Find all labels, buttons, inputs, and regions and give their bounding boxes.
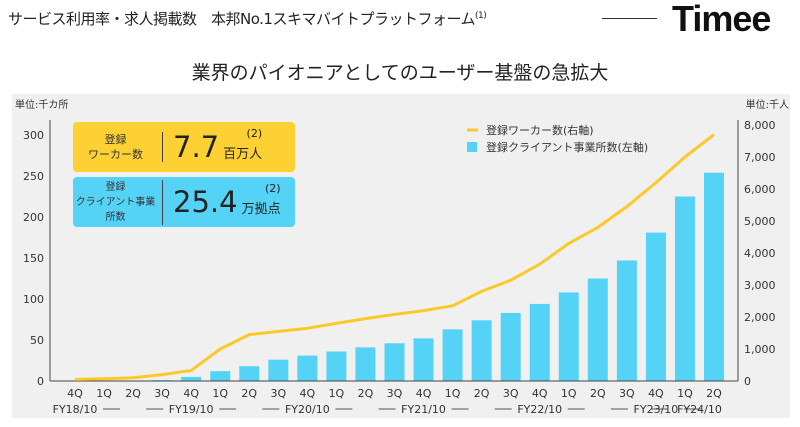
header-divider	[602, 18, 657, 19]
kpi-value: 7.7	[173, 130, 220, 164]
x-tick-label: 2Q	[358, 387, 374, 400]
left-tick-label: 200	[23, 211, 44, 224]
right-tick-label: 2,000	[744, 311, 776, 324]
x-tick-label: 4Q	[183, 387, 199, 400]
bar	[268, 359, 289, 381]
x-tick-label: 3Q	[154, 387, 170, 400]
x-tick-label: 1Q	[212, 387, 228, 400]
kpi-value: 25.4	[173, 185, 238, 219]
left-tick-label: 150	[23, 252, 44, 265]
x-tick-label: 3Q	[270, 387, 286, 400]
bar	[500, 312, 521, 381]
bar	[616, 260, 637, 381]
x-tick-label: 2Q	[474, 387, 490, 400]
x-tick-label: 1Q	[329, 387, 345, 400]
fiscal-year-label: FY20/10	[285, 403, 330, 416]
x-tick-label: 1Q	[677, 387, 693, 400]
fiscal-year-label: FY19/10	[169, 403, 214, 416]
bar	[297, 355, 318, 381]
right-tick-label: 8,000	[744, 119, 776, 132]
left-tick-label: 0	[37, 375, 44, 388]
bar	[704, 172, 724, 381]
right-tick-label: 3,000	[744, 279, 776, 292]
bar	[587, 278, 608, 381]
x-tick-label: 2Q	[590, 387, 606, 400]
header-text: サービス利用率・求人掲載数 本邦No.1スキマバイトプラットフォーム(1)	[8, 10, 487, 28]
bar	[645, 232, 666, 381]
legend-clients: 登録クライアント事業所数(左軸)	[486, 140, 648, 154]
bar	[355, 347, 376, 381]
left-tick-label: 300	[23, 129, 44, 142]
right-tick-label: 6,000	[744, 183, 776, 196]
legend-workers: 登録ワーカー数(右軸)	[486, 123, 594, 137]
bar	[471, 320, 492, 381]
kpi-label: 登録 クライアント事業所数	[73, 179, 163, 225]
fiscal-year-label: FY18/10	[53, 403, 98, 416]
kpi-unit: 百万人 (2)	[223, 126, 263, 162]
bar	[181, 376, 202, 381]
right-tick-label: 5,000	[744, 215, 776, 228]
x-tick-label: 4Q	[300, 387, 316, 400]
bar	[384, 343, 405, 381]
x-tick-label: 4Q	[532, 387, 548, 400]
kpi-label: 登録 ワーカー数	[73, 132, 163, 162]
kpi-clients: 登録 クライアント事業所数 25.4 万拠点 (2)	[73, 177, 295, 227]
left-tick-label: 50	[30, 334, 44, 347]
x-tick-label: 4Q	[416, 387, 432, 400]
left-tick-label: 250	[23, 170, 44, 183]
x-tick-label: 4Q	[648, 387, 664, 400]
x-tick-label: 3Q	[503, 387, 519, 400]
x-tick-label: 3Q	[619, 387, 635, 400]
x-tick-label: 4Q	[67, 387, 83, 400]
x-tick-label: 1Q	[445, 387, 461, 400]
bar	[413, 338, 434, 381]
kpi-workers: 登録 ワーカー数 7.7 百万人 (2)	[73, 122, 295, 172]
right-tick-label: 0	[744, 375, 751, 388]
x-tick-label: 1Q	[561, 387, 577, 400]
x-tick-label: 2Q	[241, 387, 257, 400]
x-tick-label: 3Q	[387, 387, 403, 400]
bar	[442, 329, 463, 381]
bar	[558, 292, 579, 381]
kpi-unit: 万拠点 (2)	[241, 181, 281, 217]
right-axis-unit: 単位:千人	[746, 98, 789, 111]
bar	[239, 366, 260, 381]
fiscal-year-label: FY24/10	[677, 403, 722, 416]
right-tick-label: 7,000	[744, 151, 776, 164]
left-axis-unit: 単位:千カ所	[15, 98, 68, 111]
bar	[210, 371, 231, 381]
bar	[326, 351, 347, 381]
left-tick-label: 100	[23, 293, 44, 306]
right-tick-label: 4,000	[744, 247, 776, 260]
chart-title: 業界のパイオニアとしてのユーザー基盤の急拡大	[191, 62, 609, 84]
x-tick-label: 1Q	[96, 387, 112, 400]
timee-logo: Timee	[672, 0, 771, 39]
x-tick-label: 2Q	[706, 387, 722, 400]
fiscal-year-label: FY22/10	[517, 403, 562, 416]
x-tick-label: 2Q	[125, 387, 141, 400]
legend-bar-swatch	[467, 142, 477, 152]
bar	[674, 196, 695, 381]
fiscal-year-label: FY21/10	[401, 403, 446, 416]
bar	[529, 303, 550, 381]
right-tick-label: 1,000	[744, 343, 776, 356]
